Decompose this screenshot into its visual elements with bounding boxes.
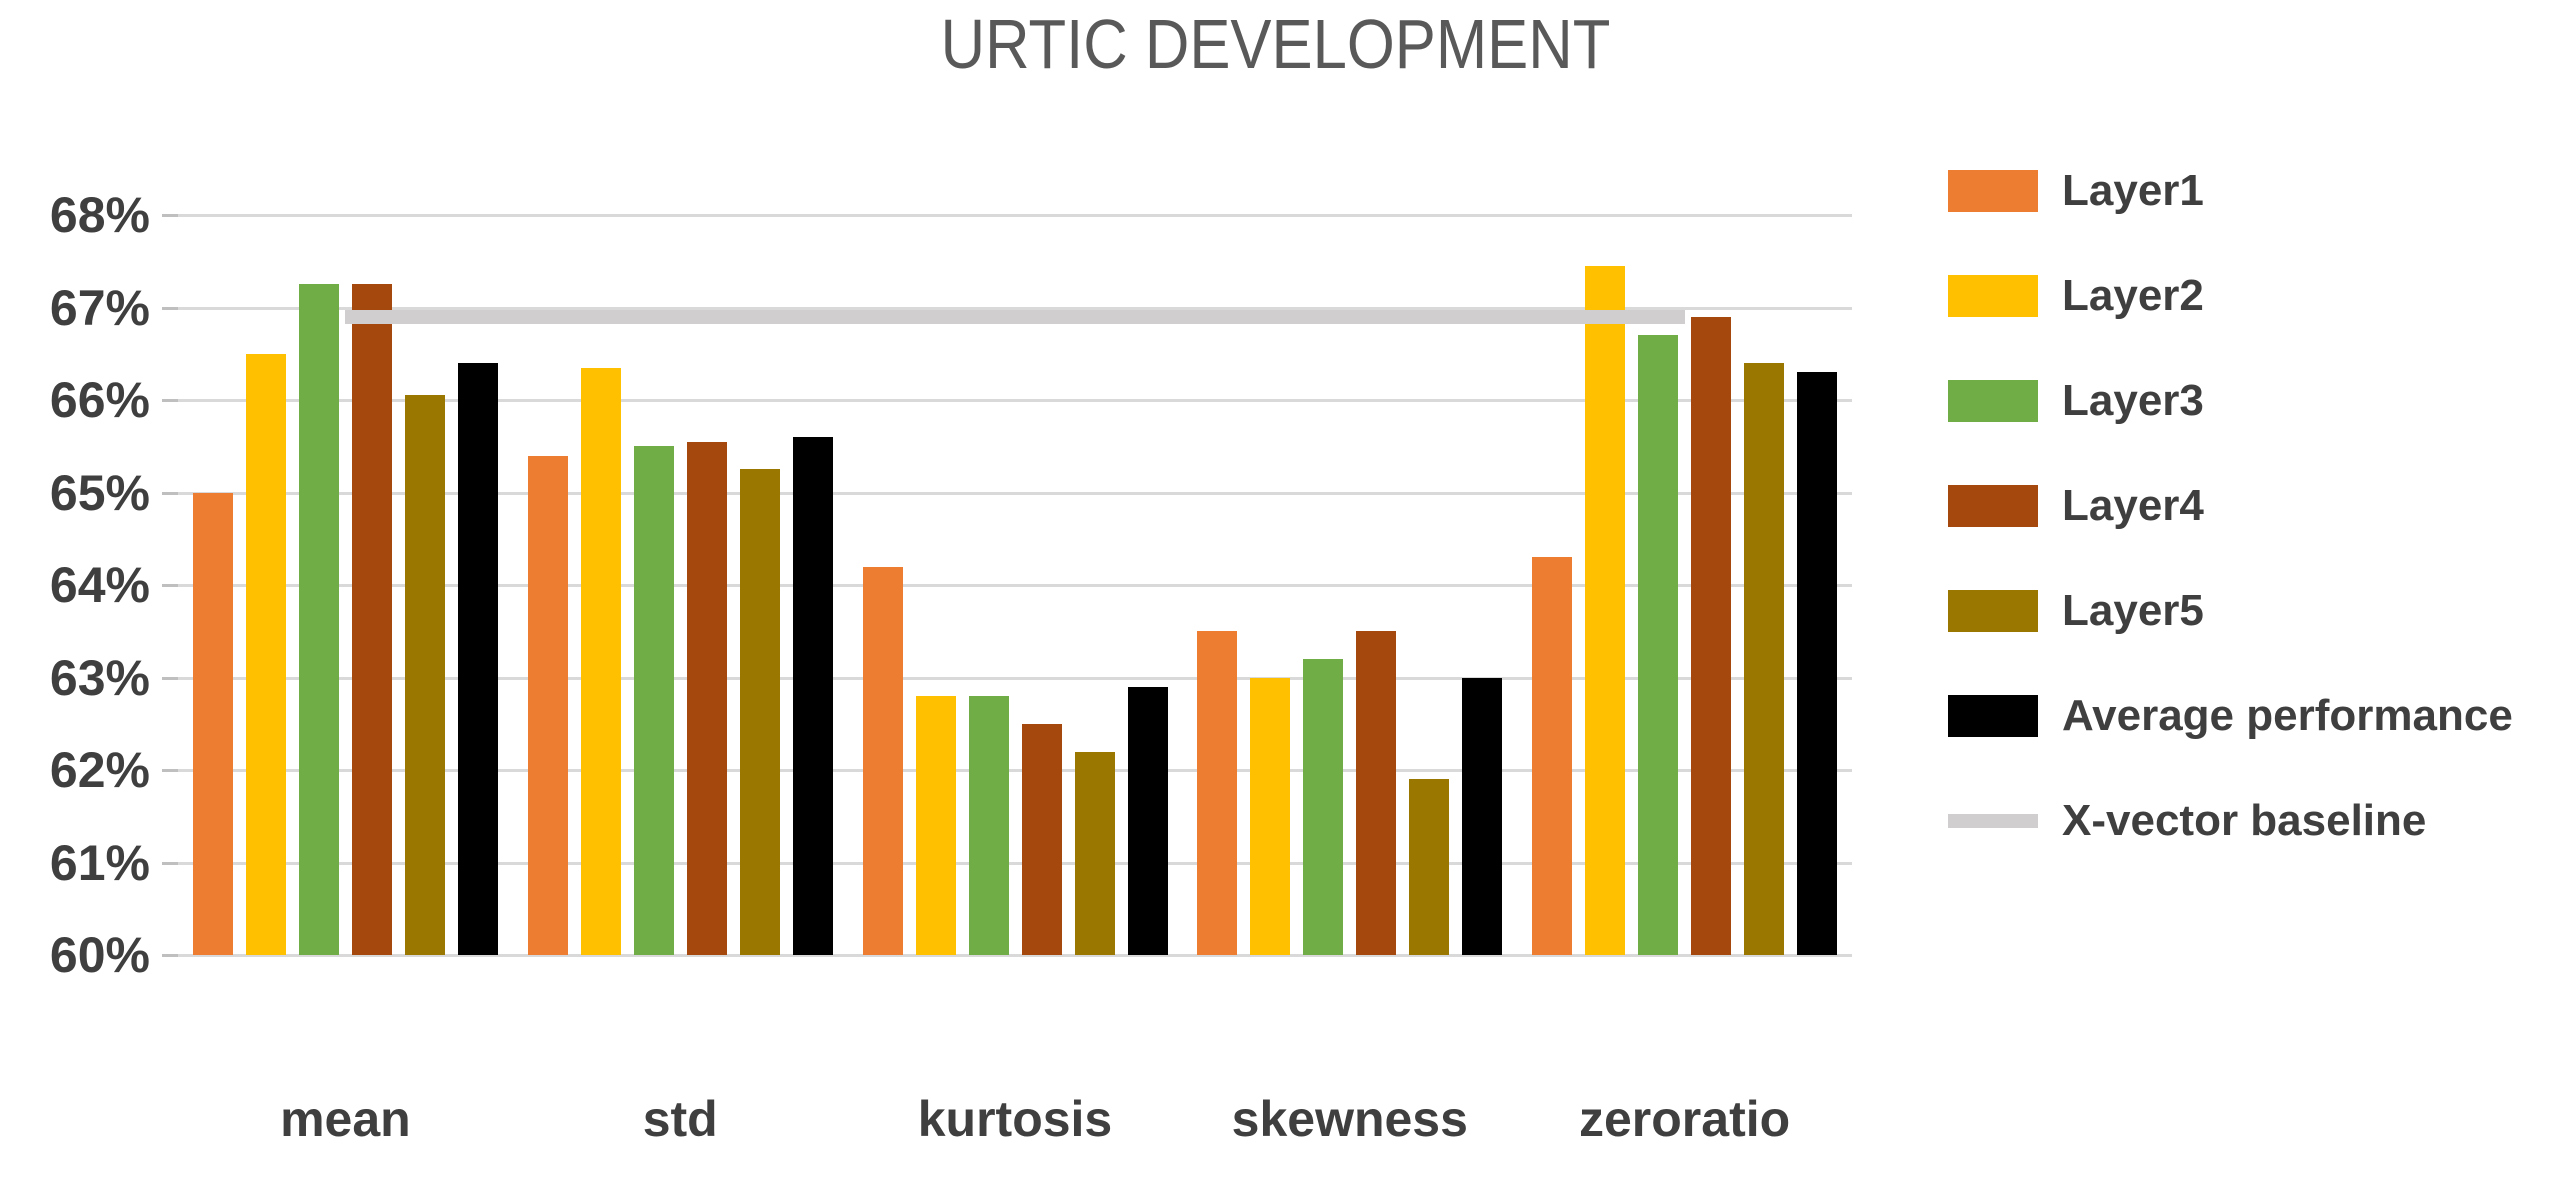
bar [1303,659,1344,955]
legend-swatch [1948,485,2038,527]
bar [1250,677,1291,955]
y-tick-label: 60% [49,927,150,983]
bar [1409,779,1450,955]
gridline [178,954,1852,957]
axis-tick [162,861,178,865]
legend-label: Layer1 [2062,166,2204,215]
bar [1074,751,1115,955]
bar [1691,316,1732,955]
legend-label: Average performance [2062,691,2513,740]
bar [1197,631,1238,955]
bar [1021,723,1062,955]
legend-item: Layer4 [1948,481,2204,530]
legend-label: Layer2 [2062,271,2204,320]
legend-item: Layer5 [1948,586,2204,635]
bar [633,446,674,955]
y-tick-label: 61% [49,834,150,891]
bar [580,367,621,955]
legend-swatch [1948,170,2038,212]
y-tick-label: 67% [49,279,150,336]
axis-tick [162,769,178,772]
axis-tick [162,214,178,217]
x-category-label: skewness [1231,1091,1468,1147]
bar [686,441,727,955]
legend-item: Layer1 [1948,166,2204,215]
x-category-label: zeroratio [1579,1091,1791,1147]
gridline [178,306,1852,310]
axis-tick [162,584,178,587]
bar [245,353,286,955]
baseline-line [345,309,1685,324]
bar [298,284,339,955]
y-tick-label: 64% [49,557,150,613]
axis-tick [162,491,178,495]
gridline [178,491,1852,495]
gridline [178,584,1852,587]
bar [792,437,833,955]
legend-item: Layer2 [1948,271,2204,320]
legend-item: Average performance [1948,691,2513,740]
bar [527,455,568,955]
bar [915,696,956,955]
gridline [178,676,1852,680]
bar [968,696,1009,955]
bar [351,284,392,955]
legend-label: Layer5 [2062,586,2204,635]
y-tick-label: 65% [49,464,150,521]
bar [862,566,903,955]
bar [739,469,780,955]
legend-swatch [1948,590,2038,632]
legend: Layer1 Layer2 Layer3 Layer4 Layer5 Average pe… [1948,0,2548,1180]
x-category-label: std [642,1091,718,1147]
x-category-label: mean [280,1091,411,1147]
y-tick-label: 63% [49,649,150,706]
bar [1744,363,1785,955]
bar [457,363,498,955]
bar [1356,631,1397,955]
axis-tick [162,676,178,680]
legend-label: Layer4 [2062,481,2204,530]
legend-item: Layer3 [1948,376,2204,425]
legend-swatch [1948,380,2038,422]
y-tick-label: 68% [49,187,150,243]
gridline [178,861,1852,865]
bar [192,492,233,955]
legend-item: X-vector baseline [1948,796,2427,845]
y-tick-label: 66% [49,372,150,428]
chart-title: URTIC DEVELOPMENT [940,5,1611,83]
bar [1127,686,1168,955]
bar [1797,372,1838,955]
legend-label: X-vector baseline [2062,796,2427,845]
bar [1532,557,1573,955]
gridline [178,769,1852,772]
axis-tick [162,399,178,402]
bar [1462,677,1503,955]
legend-label: Layer3 [2062,376,2204,425]
plot-area [178,214,1852,957]
x-category-label: kurtosis [917,1091,1113,1147]
legend-line-swatch [1948,814,2038,828]
gridline [178,214,1852,217]
gridline [178,399,1852,402]
bar [1638,335,1679,955]
legend-swatch [1948,275,2038,317]
bar [404,395,445,955]
axis-tick [162,306,178,310]
legend-swatch [1948,695,2038,737]
axis-tick [162,954,178,957]
y-tick-label: 62% [49,742,150,798]
bar [1585,265,1626,955]
